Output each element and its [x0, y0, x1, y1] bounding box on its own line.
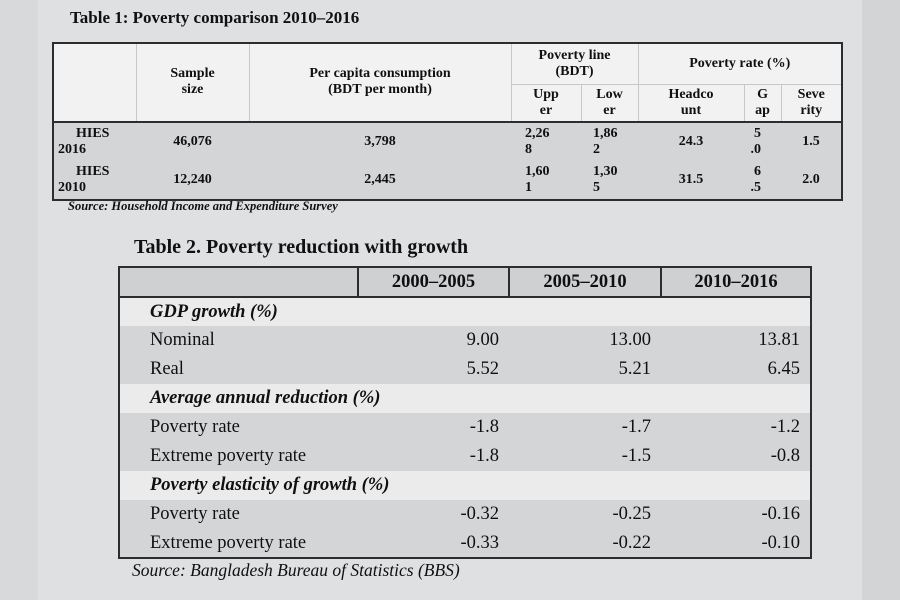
cell-severity: 1.5 — [781, 121, 843, 161]
cell-value: 5.21 — [509, 355, 661, 384]
section-label: Average annual reduction (%) — [119, 384, 811, 413]
cell-value: 5.52 — [358, 355, 509, 384]
table2-row-poverty-rate-reduction: Poverty rate -1.8 -1.7 -1.2 — [119, 413, 811, 442]
row-label: Real — [119, 355, 358, 384]
table1-col-severity: Seve rity — [780, 83, 843, 123]
table2-col-2005-2010: 2005–2010 — [508, 266, 662, 298]
table1-group-header-row: Sample size Per capita consumption (BDT … — [52, 42, 843, 123]
section-label: Poverty elasticity of growth (%) — [119, 471, 811, 500]
cell-headcount: 24.3 — [638, 121, 745, 161]
cell-value: -1.7 — [509, 413, 661, 442]
cell-value: -1.2 — [661, 413, 811, 442]
table1-row-hies-2016: HIES 2016 46,076 3,798 2,26 8 1,86 2 24.… — [53, 121, 843, 161]
table2-header-row: 2000–2005 2005–2010 2010–2016 — [118, 266, 812, 298]
table2-row-extreme-poverty-rate-elasticity: Extreme poverty rate -0.33 -0.22 -0.10 — [119, 529, 811, 558]
cell-sample-size: 12,240 — [136, 160, 249, 200]
row-label: Extreme poverty rate — [119, 529, 358, 558]
table1-col-sample-size: Sample size — [135, 42, 250, 123]
table1-source-note: Source: Household Income and Expenditure… — [68, 199, 338, 213]
table1-group-poverty-rate: Poverty rate (%) — [637, 42, 843, 85]
table2-section-gdp-growth: GDP growth (%) — [119, 297, 811, 326]
table2-source-note: Source: Bangladesh Bureau of Statistics … — [132, 560, 460, 580]
table1-col-per-capita: Per capita consumption (BDT per month) — [248, 42, 512, 123]
cell-sample-size: 46,076 — [136, 121, 249, 161]
row-label: Nominal — [119, 326, 358, 355]
cell-value: -0.10 — [661, 529, 811, 558]
cell-value: -0.25 — [509, 500, 661, 529]
table1-poverty-comparison: Sample size Per capita consumption (BDT … — [52, 42, 844, 201]
table1-col-upper: Upp er — [510, 83, 582, 123]
cell-value: -0.32 — [358, 500, 509, 529]
table2-corner-cell — [118, 266, 359, 298]
table2-section-average-annual-reduction: Average annual reduction (%) — [119, 384, 811, 413]
table1-row-hies-2010: HIES 2010 12,240 2,445 1,60 1 1,30 5 31.… — [53, 160, 843, 200]
row-label: Extreme poverty rate — [119, 442, 358, 471]
table2-row-nominal: Nominal 9.00 13.00 13.81 — [119, 326, 811, 355]
cell-headcount: 31.5 — [638, 160, 745, 200]
page-right-margin — [862, 0, 900, 600]
cell-value: -1.8 — [358, 442, 509, 471]
cell-value: 9.00 — [358, 326, 509, 355]
table1-title: Table 1: Poverty comparison 2010–2016 — [70, 8, 360, 27]
cell-gap: 5 .0 — [744, 121, 782, 161]
row-label: Poverty rate — [119, 500, 358, 529]
cell-upper-line: 2,26 8 — [511, 121, 581, 161]
table1-group-poverty-line: Poverty line (BDT) — [510, 42, 639, 85]
table2-row-poverty-rate-elasticity: Poverty rate -0.32 -0.25 -0.16 — [119, 500, 811, 529]
table1-col-gap: G ap — [743, 83, 782, 123]
cell-per-capita: 3,798 — [249, 121, 511, 161]
table2-poverty-reduction: 2000–2005 2005–2010 2010–2016 GDP growth… — [118, 266, 812, 559]
table2-row-real: Real 5.52 5.21 6.45 — [119, 355, 811, 384]
cell-value: -0.16 — [661, 500, 811, 529]
row-label: Poverty rate — [119, 413, 358, 442]
row-label: HIES 2010 — [53, 160, 136, 200]
cell-value: 13.81 — [661, 326, 811, 355]
table2-col-2010-2016: 2010–2016 — [660, 266, 812, 298]
table2-section-poverty-elasticity: Poverty elasticity of growth (%) — [119, 471, 811, 500]
table2-row-extreme-poverty-rate-reduction: Extreme poverty rate -1.8 -1.5 -0.8 — [119, 442, 811, 471]
cell-value: 13.00 — [509, 326, 661, 355]
cell-value: -1.8 — [358, 413, 509, 442]
table1-col-headcount: Headco unt — [637, 83, 745, 123]
table1-col-lower: Low er — [580, 83, 639, 123]
cell-per-capita: 2,445 — [249, 160, 511, 200]
cell-upper-line: 1,60 1 — [511, 160, 581, 200]
section-label: GDP growth (%) — [119, 297, 811, 326]
cell-value: -1.5 — [509, 442, 661, 471]
table1-sub-header-row: Upp er Low er Headco unt G ap Seve rity — [53, 83, 843, 123]
cell-value: 6.45 — [661, 355, 811, 384]
table2-col-2000-2005: 2000–2005 — [357, 266, 510, 298]
table1-corner-cell — [52, 42, 137, 123]
cell-value: -0.8 — [661, 442, 811, 471]
cell-lower-line: 1,30 5 — [581, 160, 639, 200]
cell-lower-line: 1,86 2 — [581, 121, 639, 161]
cell-gap: 6 .5 — [744, 160, 782, 200]
cell-value: -0.33 — [358, 529, 509, 558]
cell-value: -0.22 — [509, 529, 661, 558]
row-label: HIES 2016 — [53, 121, 136, 161]
cell-severity: 2.0 — [781, 160, 843, 200]
table2-title: Table 2. Poverty reduction with growth — [134, 236, 469, 258]
